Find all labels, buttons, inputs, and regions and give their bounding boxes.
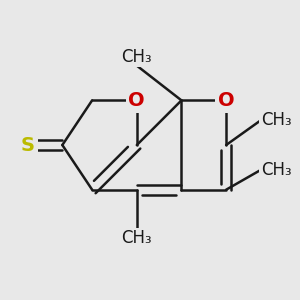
Text: S: S (21, 136, 34, 154)
Text: O: O (218, 91, 234, 110)
Text: CH₃: CH₃ (122, 48, 152, 66)
Text: CH₃: CH₃ (261, 161, 292, 179)
Text: CH₃: CH₃ (261, 111, 292, 129)
Text: CH₃: CH₃ (122, 230, 152, 247)
Text: O: O (128, 91, 145, 110)
